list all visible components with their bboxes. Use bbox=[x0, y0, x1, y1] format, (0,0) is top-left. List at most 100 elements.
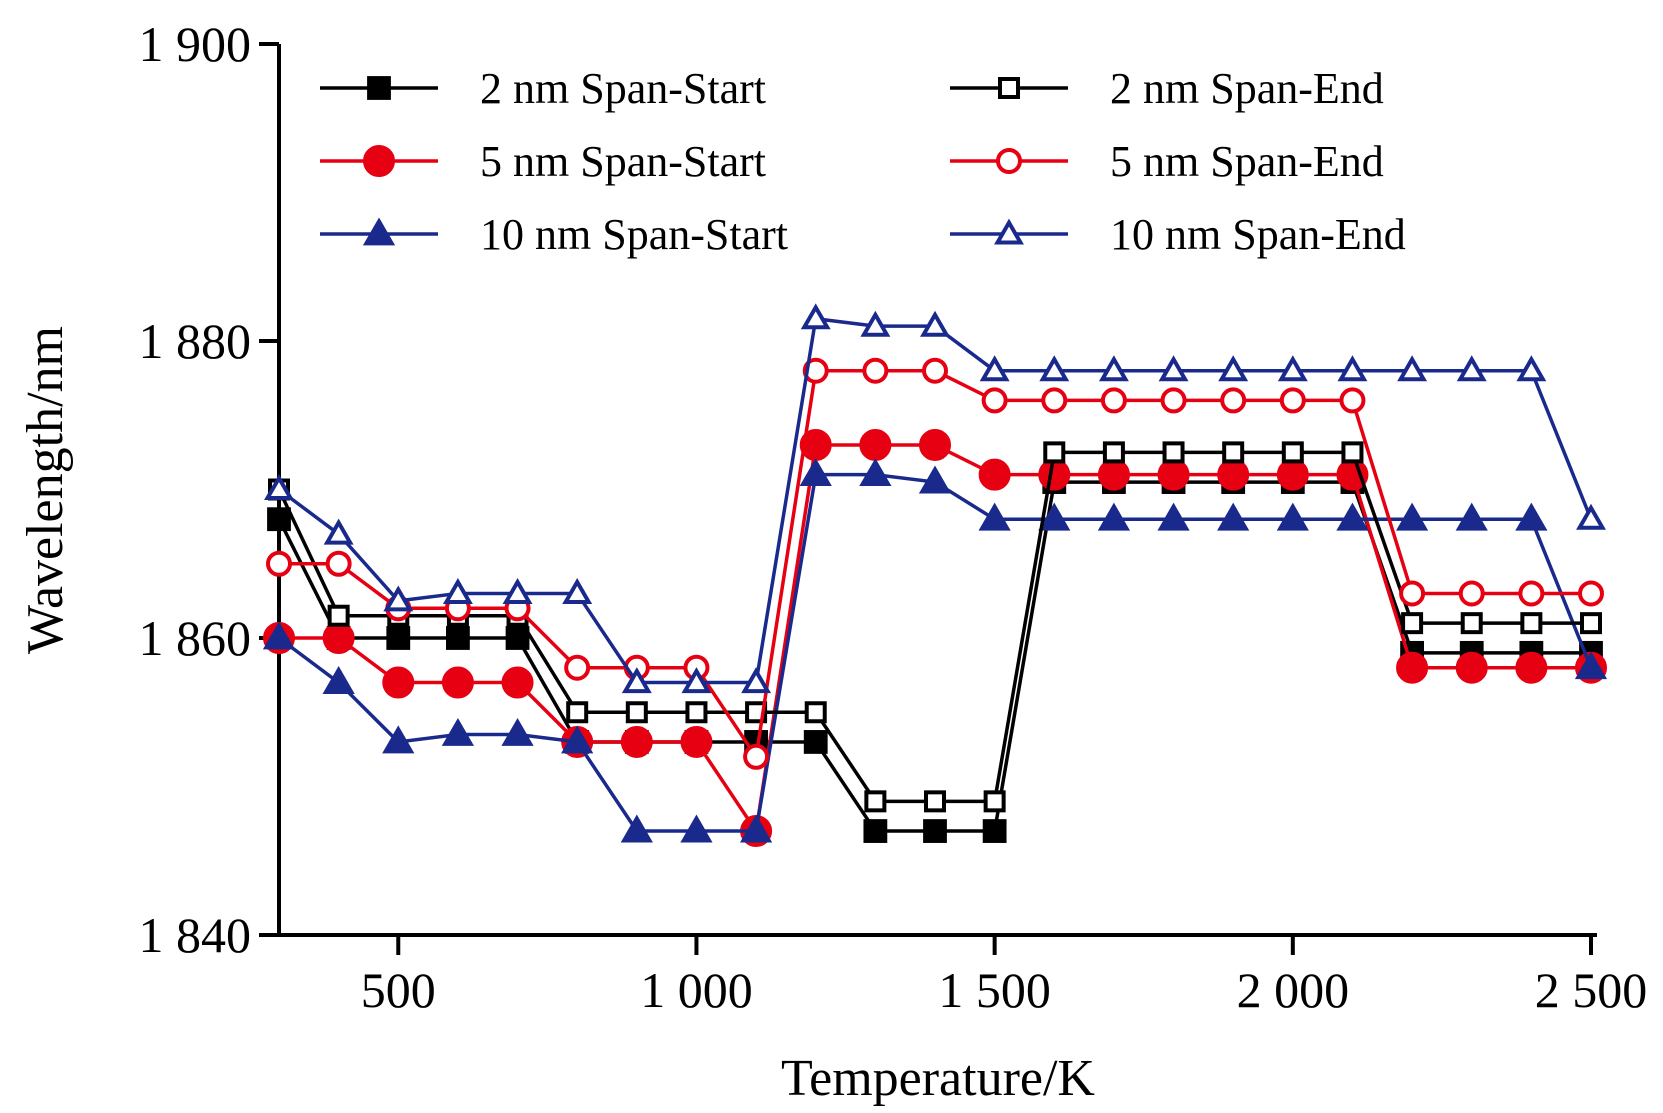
data-point bbox=[1097, 502, 1131, 531]
data-point bbox=[1574, 651, 1608, 680]
data-point bbox=[383, 585, 414, 612]
data-point bbox=[1100, 387, 1127, 414]
data-point bbox=[1456, 355, 1487, 382]
legend-label: 5 nm Span-Start bbox=[480, 137, 766, 186]
data-point bbox=[625, 701, 648, 724]
legend-marker bbox=[998, 77, 1020, 99]
legend: 2 nm Span-Start 2 nm Span-End 5 nm Span-St… bbox=[320, 64, 1406, 259]
data-point bbox=[741, 667, 772, 694]
legend-label: 10 nm Span-Start bbox=[480, 210, 788, 259]
data-point bbox=[1041, 387, 1068, 414]
data-point bbox=[1158, 355, 1189, 382]
axes: 1 840 1 860 1 880 1 900 500 1 000 1 500 2 000 2 … bbox=[139, 16, 1648, 1018]
data-point bbox=[501, 717, 534, 746]
series-line bbox=[277, 450, 1591, 804]
data-point bbox=[262, 621, 296, 650]
data-point bbox=[919, 428, 951, 461]
data-point bbox=[1043, 441, 1066, 464]
data-point bbox=[680, 814, 713, 843]
data-point bbox=[1217, 458, 1250, 491]
data-point bbox=[981, 387, 1008, 414]
legend-item: 5 nm Span-End bbox=[950, 137, 1384, 186]
data-point bbox=[1395, 502, 1429, 531]
y-tick-label: 1 860 bbox=[139, 610, 252, 666]
data-point bbox=[1580, 612, 1602, 635]
legend-marker bbox=[362, 217, 396, 246]
x-axis-title: Temperature/K bbox=[781, 1050, 1095, 1107]
data-point bbox=[1515, 651, 1548, 684]
data-point bbox=[386, 626, 411, 650]
data-point bbox=[1102, 441, 1125, 464]
data-point bbox=[1222, 441, 1245, 464]
data-point bbox=[978, 458, 1011, 491]
legend-item: 2 nm Span-End bbox=[950, 64, 1384, 113]
data-point bbox=[1276, 502, 1309, 531]
data-point bbox=[1157, 502, 1190, 531]
data-point bbox=[1218, 355, 1249, 382]
data-point bbox=[1038, 458, 1071, 491]
data-point bbox=[979, 355, 1010, 382]
series-2-nm-span-end bbox=[268, 441, 1602, 813]
data-point bbox=[1220, 387, 1247, 414]
data-point bbox=[1277, 355, 1308, 382]
data-point bbox=[1515, 502, 1548, 531]
data-point bbox=[982, 819, 1007, 843]
data-point bbox=[1401, 612, 1424, 635]
data-point bbox=[1162, 441, 1185, 464]
legend-marker bbox=[996, 148, 1022, 174]
data-point bbox=[1458, 580, 1485, 607]
data-point bbox=[564, 654, 591, 681]
data-point bbox=[620, 814, 653, 843]
x-tick-label: 1 500 bbox=[938, 962, 1051, 1018]
data-point bbox=[1336, 502, 1369, 531]
data-point bbox=[681, 667, 712, 694]
legend-item: 5 nm Span-Start bbox=[320, 137, 766, 186]
data-point bbox=[322, 666, 355, 694]
data-point bbox=[446, 626, 470, 650]
data-point bbox=[382, 725, 415, 754]
data-point bbox=[859, 428, 892, 461]
data-point bbox=[1217, 502, 1250, 531]
data-point bbox=[1397, 355, 1428, 382]
data-point bbox=[1098, 355, 1129, 382]
legend-item: 2 nm Span-Start bbox=[320, 64, 766, 113]
data-point bbox=[1157, 458, 1190, 491]
series-10-nm-span-start bbox=[262, 458, 1608, 843]
data-point bbox=[501, 666, 534, 699]
data-point bbox=[978, 502, 1011, 531]
data-point bbox=[325, 550, 352, 577]
data-point bbox=[1039, 355, 1070, 382]
series-layer bbox=[262, 303, 1608, 848]
data-point bbox=[803, 730, 828, 754]
y-tick-label: 1 900 bbox=[139, 16, 252, 72]
data-point bbox=[1516, 355, 1547, 382]
data-point bbox=[1460, 612, 1483, 635]
data-point bbox=[1518, 580, 1545, 607]
data-point bbox=[1339, 387, 1366, 414]
legend-marker bbox=[367, 76, 391, 100]
data-point bbox=[264, 474, 294, 501]
data-point bbox=[323, 518, 354, 545]
legend-label: 10 nm Span-End bbox=[1110, 210, 1406, 259]
x-tick-label: 2 000 bbox=[1237, 962, 1350, 1018]
data-point bbox=[1279, 387, 1306, 414]
data-point bbox=[562, 578, 593, 604]
data-point bbox=[1038, 502, 1071, 531]
data-point bbox=[859, 458, 892, 487]
data-point bbox=[1455, 651, 1488, 684]
data-point bbox=[1396, 651, 1429, 684]
data-point bbox=[922, 357, 948, 384]
data-point bbox=[621, 667, 652, 694]
data-point bbox=[863, 819, 888, 843]
legend-item: 10 nm Span-Start bbox=[320, 210, 788, 259]
data-point bbox=[862, 357, 889, 384]
data-point bbox=[1576, 503, 1606, 530]
legend-item: 10 nm Span-End bbox=[950, 210, 1406, 259]
data-point bbox=[442, 578, 473, 604]
data-point bbox=[802, 357, 829, 384]
data-point bbox=[1399, 580, 1426, 607]
y-tick-label: 1 840 bbox=[139, 907, 252, 963]
data-point bbox=[266, 550, 292, 577]
data-point bbox=[804, 701, 827, 724]
